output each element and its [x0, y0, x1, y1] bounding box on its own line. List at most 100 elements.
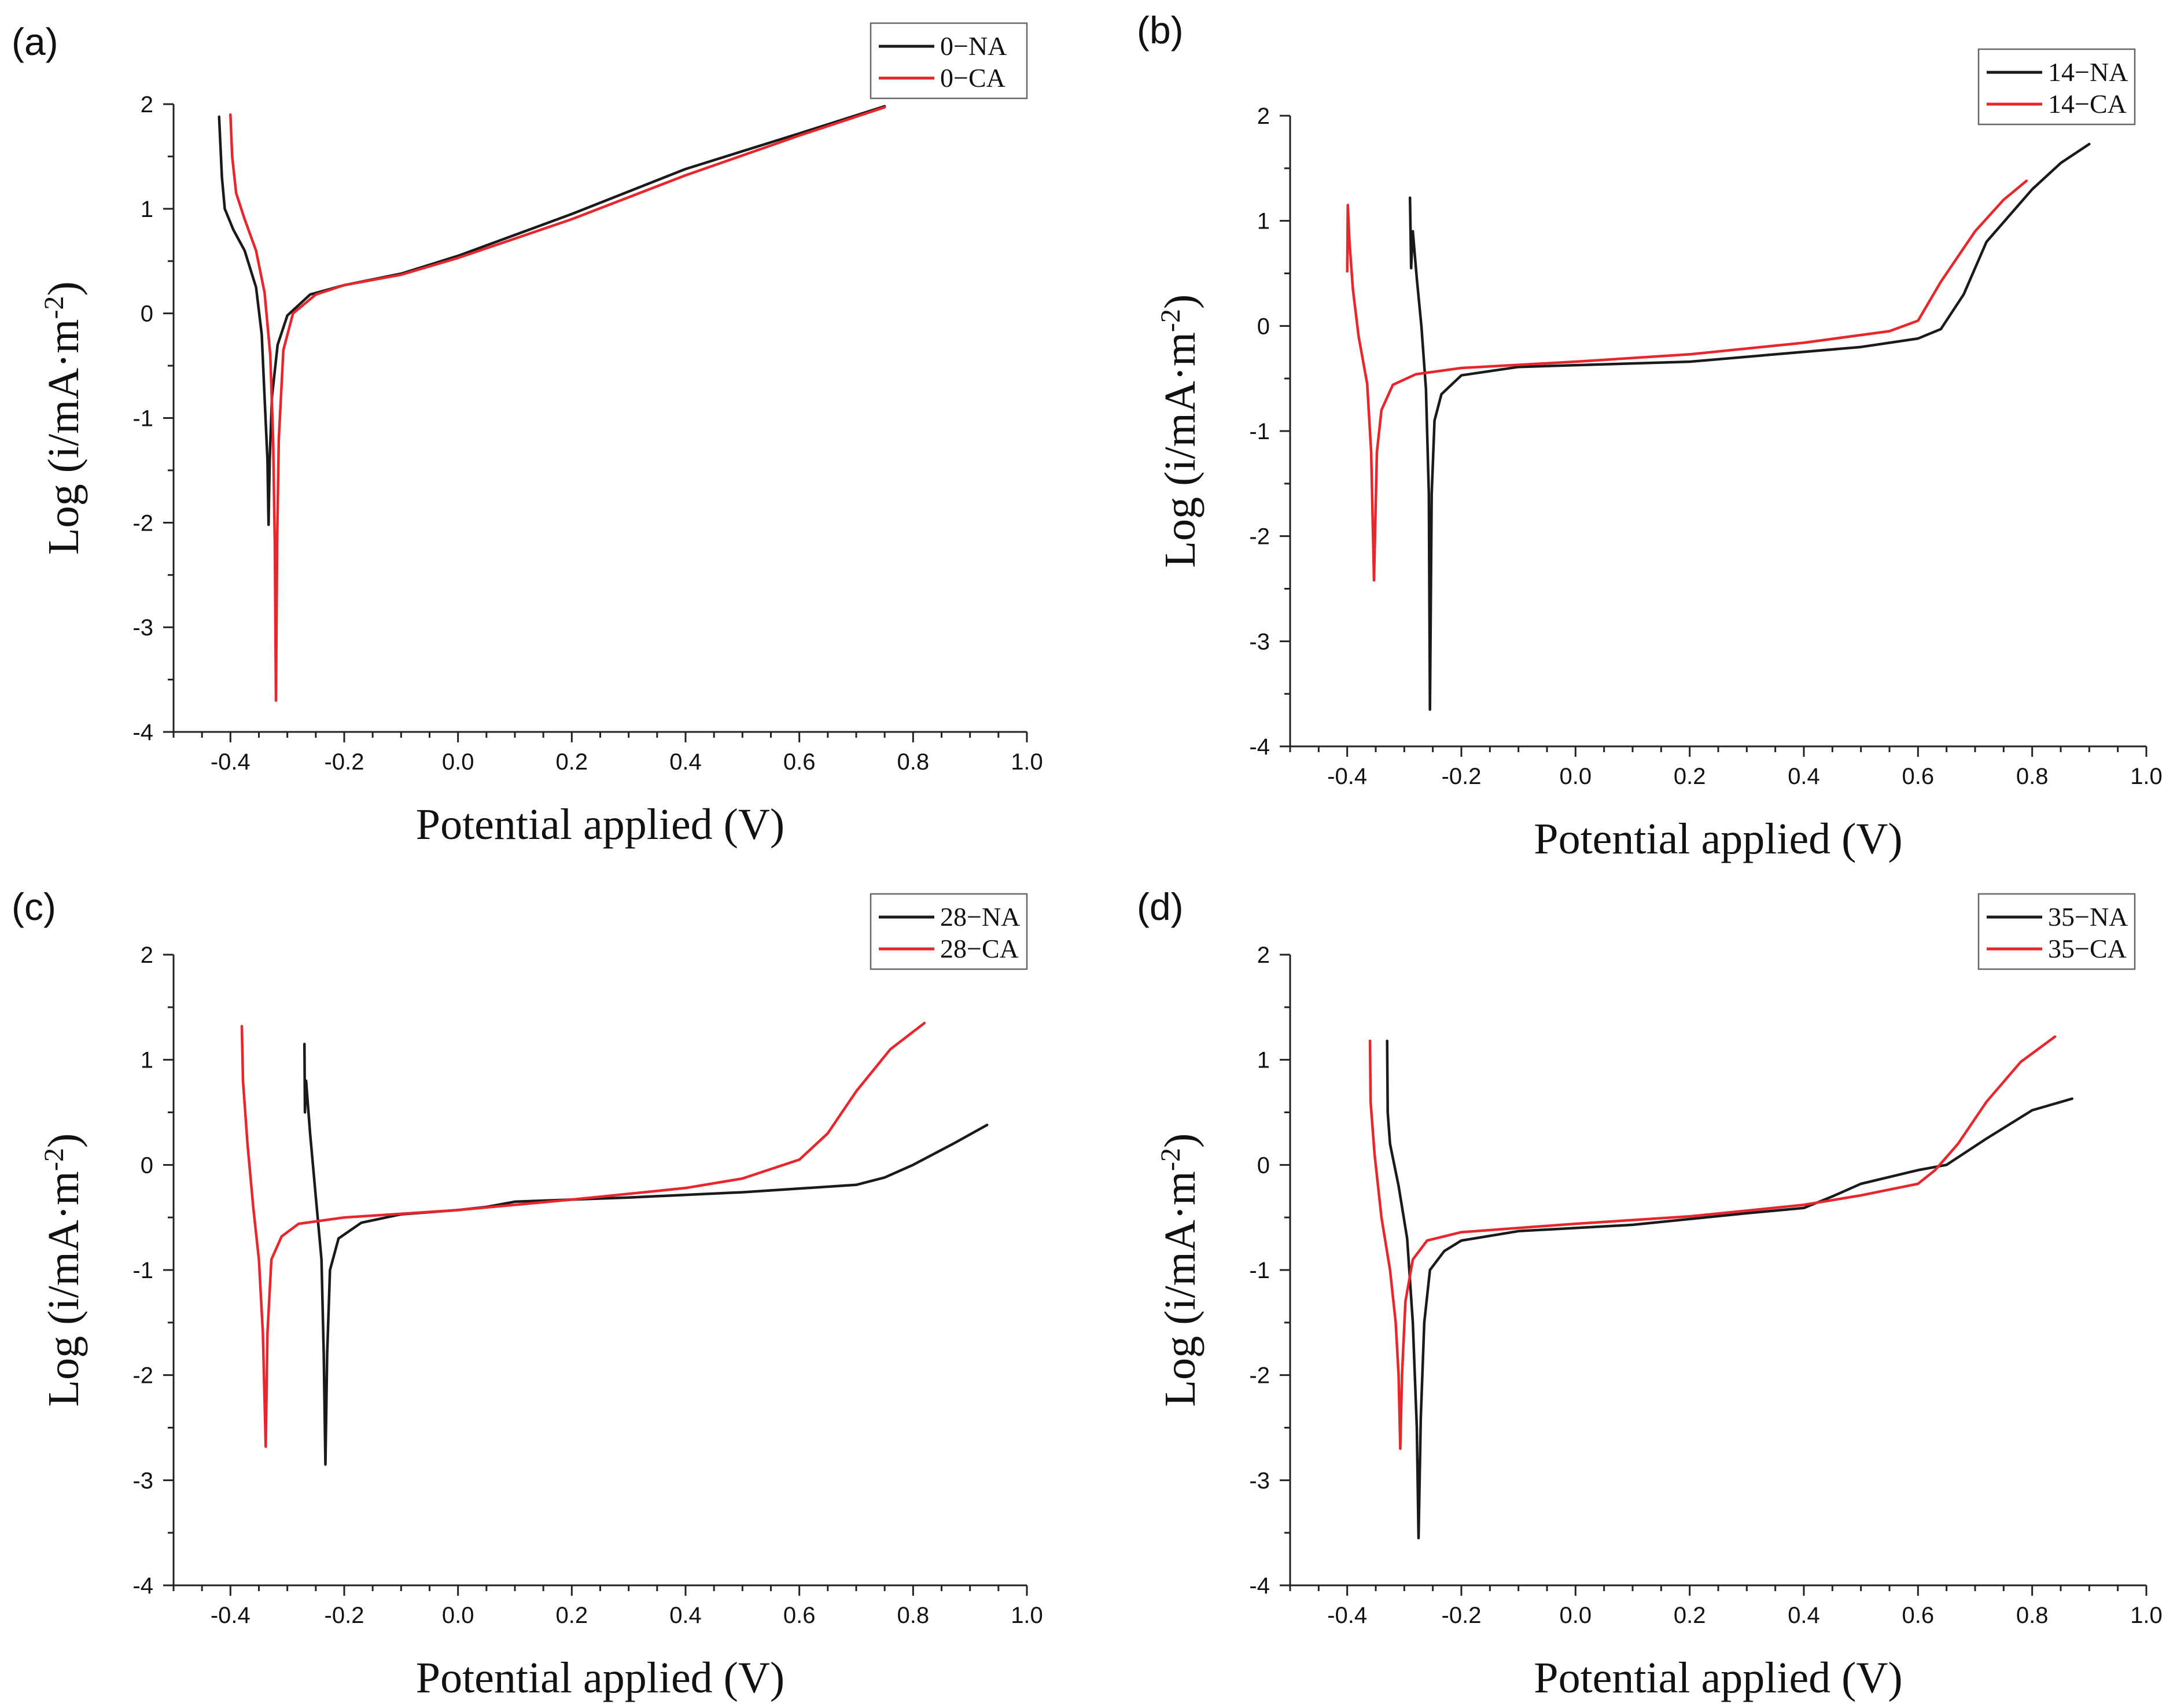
y-tick-label: 2 — [141, 943, 153, 968]
panel-label: (b) — [1137, 9, 1184, 51]
y-tick-label: 0 — [1257, 314, 1270, 339]
series-line-ca — [1368, 1035, 2057, 1451]
legend-label: 0−CA — [940, 63, 1005, 93]
x-tick-label: 0.6 — [1902, 1603, 1935, 1628]
x-tick-label: -0.4 — [211, 749, 251, 775]
x-tick-label: 0.8 — [2016, 1603, 2049, 1628]
legend-label: 28−CA — [940, 934, 1019, 963]
y-tick-label: 0 — [141, 1153, 153, 1178]
x-tick-label: 1.0 — [2130, 1603, 2163, 1628]
x-tick-label: -0.4 — [211, 1603, 251, 1628]
y-tick-label: -1 — [132, 406, 153, 432]
x-tick-label: -0.2 — [325, 749, 364, 775]
chart-panel-1: (a) -0.4 -0.2 0.0 0.2 0.4 0.6 0.8 1.0 -4 -3 -2 -1 0 1 2… — [12, 20, 1043, 849]
x-tick-label: 0.4 — [1788, 1603, 1820, 1628]
y-tick-label: -2 — [1249, 524, 1270, 550]
y-tick-label: -4 — [132, 720, 153, 745]
y-tick-label: 1 — [1257, 1048, 1270, 1073]
x-tick-label: 0.2 — [556, 749, 588, 775]
chart-panel-2: (b) -0.4 -0.2 0.0 0.2 0.4 0.6 0.8 1.0 -4 -3 -2 -1 0 1 2… — [1137, 9, 2163, 863]
x-tick-label: 0.6 — [783, 749, 816, 775]
y-tick-label: -2 — [132, 1363, 153, 1389]
legend-label: 28−NA — [940, 902, 1020, 932]
y-tick-label: -2 — [1249, 1363, 1270, 1389]
y-tick-label: -1 — [132, 1258, 153, 1283]
series-line-na — [218, 105, 886, 527]
y-tick-label: 1 — [1257, 209, 1270, 234]
series-line-na — [1408, 142, 2091, 711]
x-tick-label: -0.2 — [1442, 1603, 1482, 1628]
x-tick-label: 0.0 — [442, 749, 474, 775]
y-axis-title: Log (i/mA·m-2) — [1155, 1133, 1205, 1407]
legend-box — [1977, 893, 2136, 970]
x-tick-label: 0.4 — [669, 1603, 702, 1628]
legend-box — [1977, 48, 2136, 126]
chart-panel-3: (c) -0.4 -0.2 0.0 0.2 0.4 0.6 0.8 1.0 -4 -3 -2 -1 0 1 2… — [12, 885, 1043, 1702]
legend: 0−NA0−CA — [870, 22, 1028, 100]
x-tick-label: 0.0 — [1560, 764, 1592, 789]
x-tick-label: -0.4 — [1327, 1603, 1367, 1628]
x-tick-label: 0.8 — [2016, 764, 2049, 789]
x-tick-label: 1.0 — [2130, 764, 2163, 789]
x-tick-label: 0.0 — [442, 1603, 474, 1628]
legend-label: 14−CA — [2048, 89, 2127, 119]
x-tick-label: 0.4 — [1788, 764, 1820, 789]
y-tick-label: 2 — [1257, 943, 1270, 968]
y-tick-label: -3 — [1249, 1468, 1270, 1493]
y-axis-title: Log (i/mA·m-2) — [1155, 295, 1205, 568]
legend-label: 14−NA — [2048, 57, 2128, 87]
y-tick-label: 0 — [141, 301, 153, 327]
series-line-na — [1386, 1039, 2073, 1540]
chart-panel-4: (d) -0.4 -0.2 0.0 0.2 0.4 0.6 0.8 1.0 -4 -3 -2 -1 0 1 2… — [1137, 885, 2163, 1702]
legend-label: 0−NA — [940, 31, 1007, 61]
x-tick-label: 0.2 — [1674, 764, 1706, 789]
y-tick-label: -1 — [1249, 419, 1270, 444]
legend-box — [870, 22, 1028, 100]
y-tick-label: -4 — [1249, 1573, 1270, 1599]
series-line-ca — [240, 1021, 926, 1448]
series-line-ca — [1346, 179, 2028, 582]
y-tick-label: -3 — [1249, 629, 1270, 654]
series-line-na — [303, 1043, 989, 1466]
y-tick-label: 1 — [141, 197, 153, 222]
x-tick-label: 1.0 — [1011, 1603, 1043, 1628]
legend-label: 35−NA — [2048, 902, 2128, 932]
x-axis-title: Potential applied (V) — [416, 1654, 784, 1702]
legend-label: 35−CA — [2048, 934, 2127, 963]
x-axis-title: Potential applied (V) — [1534, 1654, 1902, 1702]
x-tick-label: 0.6 — [1902, 764, 1935, 789]
y-tick-label: -4 — [132, 1573, 153, 1599]
series-line-ca — [229, 106, 886, 702]
x-tick-label: 0.8 — [897, 1603, 930, 1628]
x-axis-title: Potential applied (V) — [416, 800, 784, 849]
x-tick-label: 1.0 — [1011, 749, 1043, 775]
x-tick-label: 0.6 — [783, 1603, 816, 1628]
y-tick-label: 1 — [141, 1048, 153, 1073]
x-tick-label: 0.0 — [1560, 1603, 1592, 1628]
panel-label: (c) — [12, 885, 56, 928]
legend-box — [870, 893, 1028, 970]
y-tick-label: 0 — [1257, 1153, 1270, 1178]
x-tick-label: -0.4 — [1327, 764, 1367, 789]
x-tick-label: -0.2 — [1442, 764, 1482, 789]
y-tick-label: -1 — [1249, 1258, 1270, 1283]
y-tick-label: 2 — [141, 92, 153, 117]
x-tick-label: 0.2 — [1674, 1603, 1706, 1628]
x-tick-label: 0.8 — [897, 749, 930, 775]
x-axis-title: Potential applied (V) — [1534, 815, 1902, 863]
y-tick-label: -4 — [1249, 734, 1270, 760]
panel-label: (d) — [1137, 885, 1184, 928]
x-tick-label: 0.4 — [669, 749, 702, 775]
panel-label: (a) — [12, 20, 58, 63]
x-tick-label: -0.2 — [325, 1603, 364, 1628]
y-axis-title: Log (i/mA·m-2) — [39, 281, 89, 555]
y-tick-label: -2 — [132, 510, 153, 536]
y-tick-label: 2 — [1257, 104, 1270, 129]
y-tick-label: -3 — [132, 1468, 153, 1493]
y-tick-label: -3 — [132, 615, 153, 640]
x-tick-label: 0.2 — [556, 1603, 588, 1628]
